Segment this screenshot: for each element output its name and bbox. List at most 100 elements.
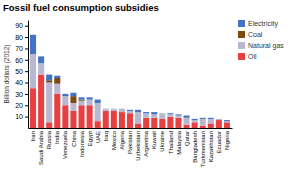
bar-segment [46, 83, 52, 123]
bar-segment [119, 109, 125, 112]
x-tick: Ecuador [216, 131, 222, 153]
legend-label: Natural gas [248, 42, 284, 50]
x-tick: UAE [95, 131, 101, 143]
x-tick: China [71, 130, 77, 146]
bar-segment [224, 121, 230, 122]
bar-segment [192, 119, 198, 120]
bar-segment [184, 125, 190, 128]
legend-label: Oil [248, 53, 257, 60]
bar-segment [70, 93, 76, 96]
bar-segment [135, 112, 141, 123]
bar-segment [119, 108, 125, 109]
bar-segment [54, 78, 60, 84]
bar-segment [208, 118, 214, 119]
x-tick: Russia [46, 130, 52, 149]
bar-segment [151, 118, 157, 128]
x-tick-label: Turkmenistan [200, 131, 206, 167]
x-tick: Turkmenistan [200, 131, 206, 167]
y-tick-mark [25, 60, 28, 61]
bar-segment [216, 118, 222, 119]
x-tick: Iran [30, 131, 36, 141]
y-tick-mark [25, 71, 28, 72]
bar-segment [200, 119, 206, 126]
bar-segment [78, 97, 84, 99]
bar-segment [78, 100, 84, 101]
series [30, 35, 230, 121]
x-tick-label: Bangladesh [192, 131, 198, 163]
x-tick-label: Thailand [167, 131, 173, 154]
x-tick-label: Qatar [184, 131, 190, 146]
bar-segment [167, 117, 173, 128]
x-tick-label: Algeria [119, 130, 125, 149]
bar-segment [200, 118, 206, 119]
bar-segment [167, 114, 173, 115]
bar-segment [224, 122, 230, 128]
bar-segment [62, 94, 68, 96]
bar-segment [87, 100, 93, 106]
y-tick-label: 80 [15, 34, 23, 41]
x-tick: Algeria [119, 130, 125, 149]
x-tick-label: Malaysia [176, 130, 182, 154]
bar-segment [159, 113, 165, 114]
legend-swatch [238, 42, 245, 49]
bar-segment [216, 118, 222, 119]
chart: 102030405060708090IranSaudi ArabiaRussia… [0, 0, 296, 170]
bar-segment [167, 113, 173, 114]
bar-segment [30, 54, 36, 88]
x-tick-label: Mexico [111, 130, 117, 150]
bar-segment [135, 110, 141, 112]
legend-swatch [238, 20, 245, 27]
x-tick-label: Saudi Arabia [38, 130, 44, 165]
y-tick: 80 [15, 34, 28, 41]
bar-segment [46, 80, 52, 82]
y-tick-mark [25, 37, 28, 38]
bar-segment [46, 75, 52, 81]
title: Fossil fuel consumption subsidies [3, 2, 159, 13]
bar-segment [159, 119, 165, 128]
x-tick: Kuwait [151, 131, 157, 149]
bar-segment [70, 103, 76, 111]
bar-segment [95, 103, 101, 121]
x-tick: Uzbekistan [135, 131, 141, 161]
y-tick-mark [25, 26, 28, 27]
bar-segment [70, 96, 76, 103]
bar-segment [103, 111, 109, 128]
bar-segment [175, 115, 181, 117]
bar-segment [78, 105, 84, 128]
x-tick-label: Iran [30, 131, 36, 141]
bar-segment [167, 114, 173, 116]
y-tick-label: 30 [15, 91, 23, 98]
bar-segment [135, 123, 141, 128]
y-tick: 10 [15, 113, 28, 120]
x-tick: Saudi Arabia [38, 130, 44, 165]
x-tick-label: Indonesia [79, 130, 85, 157]
bar-segment [208, 118, 214, 119]
bar-segment [200, 126, 206, 128]
bar-segment [95, 121, 101, 128]
bar-segment [46, 122, 52, 128]
bar-segment [111, 109, 117, 111]
x-tick-label: Venezuela [62, 130, 68, 159]
bar-segment [87, 105, 93, 128]
x-tick-label: Pakistan [127, 131, 133, 154]
bar-segment [62, 105, 68, 128]
y-tick-mark [25, 105, 28, 106]
bar-segment [87, 97, 93, 99]
x-tick: Bangladesh [192, 131, 198, 163]
y-tick: 40 [15, 79, 28, 86]
legend-swatch [238, 31, 245, 38]
bar-segment [224, 120, 230, 121]
bar-segment [127, 110, 133, 111]
legend-item: Electricity [238, 20, 278, 28]
x-tick: Kazakhstan [208, 131, 214, 162]
x-tick-label: Nigeria [224, 130, 230, 150]
y-tick-label: 60 [15, 57, 23, 64]
bar-segment [200, 118, 206, 119]
x-tick: Egypt [87, 131, 93, 147]
bar-segment [143, 113, 149, 114]
x-tick: Thailand [167, 131, 173, 154]
x-tick: Venezuela [62, 130, 68, 159]
bar-segment [127, 111, 133, 113]
bar-segment [192, 120, 198, 122]
bar-segment [159, 113, 165, 119]
